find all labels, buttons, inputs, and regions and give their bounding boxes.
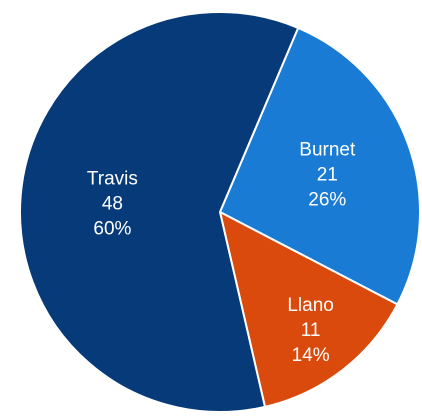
slice-value-label-llano: 11 <box>301 320 321 341</box>
pie-slice-llano <box>219 211 399 408</box>
slice-name-label-burnet: Burnet <box>299 140 356 161</box>
slice-percent-label-llano: 14% <box>292 345 330 366</box>
slice-percent-label-travis: 60% <box>93 219 131 240</box>
slice-value-label-travis: 48 <box>102 194 123 215</box>
slice-name-label-travis: Travis <box>87 169 138 190</box>
pie-slices <box>19 11 421 413</box>
slice-name-label-llano: Llano <box>287 295 334 316</box>
pie-labels: Burnet 21 26% Llano 11 14% Travis 48 60% <box>87 140 356 367</box>
pie-slice-burnet <box>219 26 421 306</box>
slice-value-label-burnet: 21 <box>317 165 338 186</box>
slice-percent-label-burnet: 26% <box>308 190 346 211</box>
pie-slice-travis <box>19 11 300 413</box>
